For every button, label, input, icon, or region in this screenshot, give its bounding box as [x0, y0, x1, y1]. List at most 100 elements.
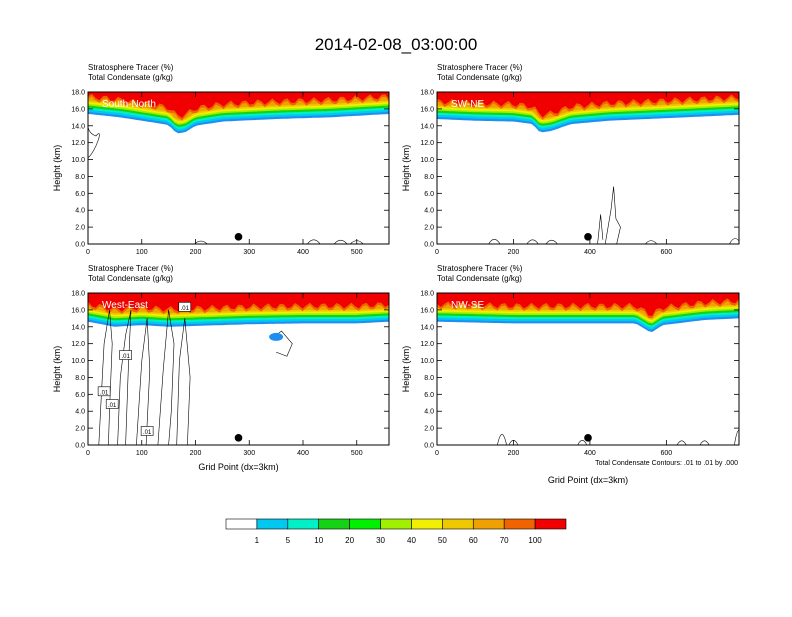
- x-tick-label: 500: [351, 249, 363, 256]
- x-axis-title: Grid Point (dx=3km): [548, 475, 628, 485]
- contour-label-box: [140, 426, 154, 436]
- y-tick-label: 6.0: [424, 191, 434, 198]
- colorbar-swatch: [503, 518, 536, 530]
- y-axis-title: Height (km): [52, 346, 62, 393]
- y-axis-title: Height (km): [401, 346, 411, 393]
- panel-subtitle-tracer: Stratosphere Tracer (%): [437, 264, 523, 273]
- contour-label: .01: [100, 390, 109, 396]
- y-tick-label: 6.0: [424, 392, 434, 399]
- contour-label: .01: [121, 354, 130, 360]
- colorbar-swatch: [256, 518, 289, 530]
- y-tick-label: 0.0: [75, 242, 85, 249]
- colorbar-swatch: [411, 518, 443, 530]
- y-tick-label: 18.0: [420, 291, 434, 298]
- x-tick-label: 200: [190, 450, 202, 457]
- y-tick-label: 18.0: [71, 291, 85, 298]
- contour-line: [734, 429, 739, 445]
- y-tick-label: 14.0: [420, 123, 434, 130]
- x-tick-label: 200: [508, 450, 520, 457]
- y-tick-label: 12.0: [71, 341, 85, 348]
- footnote: Total Condensate Contours: .01 to .01 by…: [595, 460, 738, 467]
- condensate-contours: [88, 125, 364, 244]
- x-tick-label: 0: [435, 450, 439, 457]
- tracer-field: [437, 293, 739, 445]
- colorbar-swatch: [225, 518, 258, 530]
- tracer-band-10: [437, 293, 739, 316]
- contour-line: [98, 309, 113, 445]
- contour-line: [597, 214, 604, 244]
- condensate-contours: [98, 309, 293, 445]
- y-tick-label: 4.0: [75, 409, 85, 416]
- y-tick-label: 6.0: [75, 191, 85, 198]
- tracer-field: .01 .01 .01 .01 .01: [88, 293, 389, 445]
- y-tick-label: 8.0: [75, 375, 85, 382]
- panel-subtitle-condensate: Total Condensate (g/kg): [437, 274, 522, 283]
- location-marker: [584, 233, 592, 241]
- y-tick-label: 18.0: [420, 90, 434, 97]
- x-axis-title: Grid Point (dx=3km): [198, 462, 278, 472]
- y-tick-label: 8.0: [424, 174, 434, 181]
- contour-line: [157, 309, 175, 445]
- contour-label-box: [119, 350, 132, 360]
- panel-sw-ne: Stratosphere Tracer (%)Total Condensate …: [401, 63, 740, 256]
- page-title: 2014-02-08_03:00:00: [315, 35, 478, 54]
- y-tick-label: 0.0: [424, 242, 434, 249]
- tracer-field: [437, 92, 739, 244]
- y-tick-label: 4.0: [75, 208, 85, 215]
- x-tick-label: 200: [508, 249, 520, 256]
- y-tick-label: 14.0: [420, 324, 434, 331]
- contour-label: .01: [143, 430, 152, 436]
- y-tick-label: 4.0: [424, 208, 434, 215]
- colorbar-label: 60: [469, 536, 478, 545]
- y-tick-label: 12.0: [420, 140, 434, 147]
- panel-nw-se: Stratosphere Tracer (%)Total Condensate …: [401, 264, 740, 485]
- y-tick-label: 10.0: [71, 358, 85, 365]
- y-tick-label: 18.0: [71, 90, 85, 97]
- location-marker: [584, 434, 592, 442]
- contour-line: [676, 440, 687, 445]
- y-tick-label: 8.0: [75, 174, 85, 181]
- panel-subtitle-condensate: Total Condensate (g/kg): [88, 274, 173, 283]
- location-marker: [234, 233, 243, 241]
- y-tick-label: 8.0: [424, 375, 434, 382]
- contour-label-box: [105, 399, 119, 409]
- panel-west-east: Stratosphere Tracer (%)Total Condensate …: [52, 264, 390, 472]
- y-tick-label: 2.0: [424, 225, 434, 232]
- plot-frame: [436, 292, 740, 446]
- colorbar-label: 100: [528, 536, 542, 545]
- colorbar-swatch: [534, 518, 567, 530]
- y-tick-label: 10.0: [71, 157, 85, 164]
- x-tick-label: 300: [243, 249, 255, 256]
- colorbar-swatch: [349, 518, 381, 530]
- y-tick-label: 10.0: [420, 358, 434, 365]
- x-tick-label: 300: [243, 450, 255, 457]
- y-tick-label: 16.0: [420, 307, 434, 314]
- contour-label: .01: [181, 306, 190, 312]
- panel-subtitle-tracer: Stratosphere Tracer (%): [88, 63, 174, 72]
- colorbar-label: 10: [314, 536, 323, 545]
- contour-line: [699, 440, 710, 445]
- panel-label: NW-SE: [451, 300, 484, 311]
- x-tick-label: 400: [584, 249, 596, 256]
- panel-label: West-East: [102, 300, 148, 311]
- x-tick-label: 400: [584, 450, 596, 457]
- colorbar: 1 5 10 20 30 40 50 60 70 100: [225, 518, 567, 545]
- x-tick-label: 400: [297, 450, 309, 457]
- contour-line: [176, 318, 191, 445]
- x-tick-label: 0: [86, 450, 90, 457]
- y-tick-label: 12.0: [71, 140, 85, 147]
- y-tick-label: 6.0: [75, 392, 85, 399]
- tracer-patch: [269, 332, 284, 341]
- colorbar-label: 30: [376, 536, 385, 545]
- y-tick-label: 16.0: [420, 106, 434, 113]
- tracer-band-10: [437, 92, 739, 118]
- colorbar-label: 1: [255, 536, 260, 545]
- x-tick-label: 0: [86, 249, 90, 256]
- contour-line: [729, 238, 739, 244]
- contour-line: [604, 186, 621, 244]
- contour-line: [333, 239, 348, 244]
- condensate-contours: [497, 429, 739, 445]
- contour-line: [136, 318, 151, 445]
- y-tick-label: 16.0: [71, 106, 85, 113]
